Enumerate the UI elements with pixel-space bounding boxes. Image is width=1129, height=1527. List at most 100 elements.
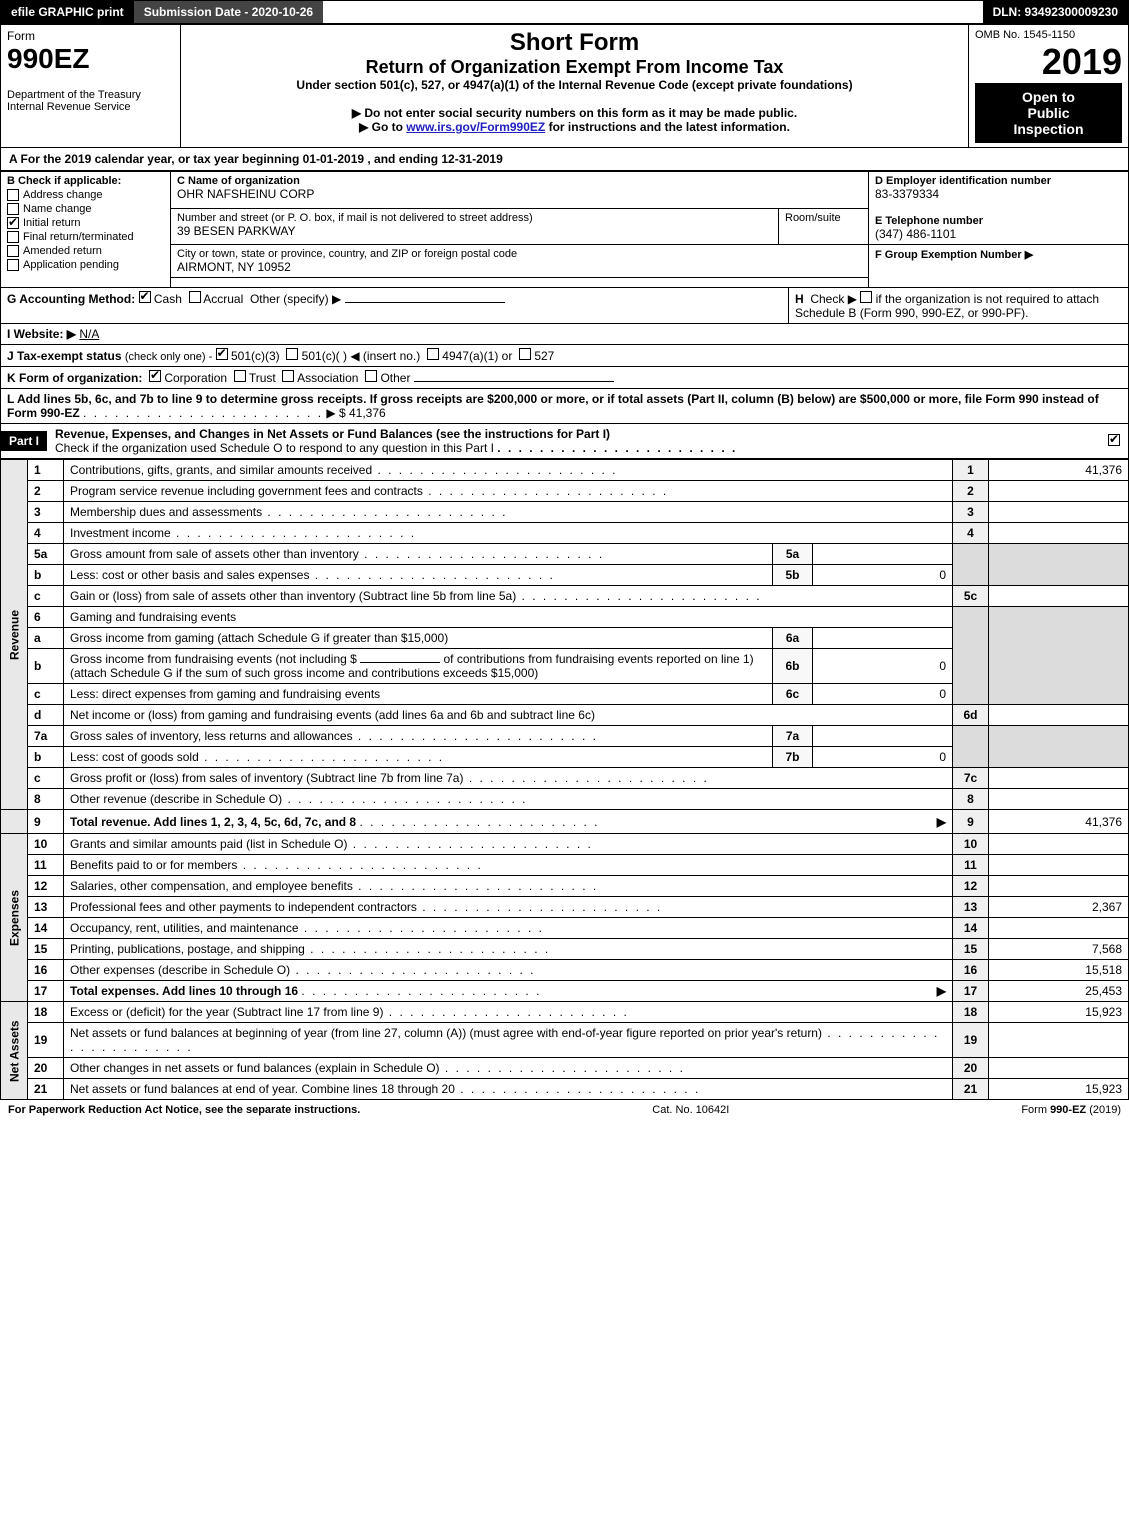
check-4947a1[interactable]: [427, 348, 439, 360]
footer-right: Form 990-EZ (2019): [1021, 1104, 1121, 1116]
dots-20: [440, 1061, 685, 1075]
check-trust[interactable]: [234, 370, 246, 382]
street-value: 39 BESEN PARKWAY: [177, 224, 772, 238]
line-5a-subval: [813, 544, 953, 565]
line-6b-blank[interactable]: [360, 662, 440, 663]
line-6c-sub: 6c: [773, 684, 813, 705]
check-schedule-o-used[interactable]: [1108, 434, 1120, 446]
dots-17: [301, 984, 541, 998]
check-application-pending[interactable]: Application pending: [7, 259, 164, 271]
irs-url-link[interactable]: www.irs.gov/Form990EZ: [406, 120, 545, 134]
label-trust: Trust: [249, 371, 276, 385]
line-21-num: 21: [28, 1079, 64, 1100]
line-16-desc: Other expenses (describe in Schedule O): [70, 963, 290, 977]
address-change-label: Address change: [23, 189, 103, 201]
shade-5: [953, 544, 989, 586]
check-cash[interactable]: [139, 291, 151, 303]
line-3-num: 3: [28, 502, 64, 523]
check-accrual[interactable]: [189, 291, 201, 303]
label-527: 527: [534, 349, 554, 363]
amended-return-label: Amended return: [23, 245, 102, 257]
check-initial-return[interactable]: Initial return: [7, 217, 164, 229]
line-19-amount: [989, 1023, 1129, 1058]
dots-5a: [359, 547, 604, 561]
open-line1: Open to: [981, 89, 1116, 105]
open-to-public-badge: Open to Public Inspection: [975, 83, 1122, 143]
section-e-label: E Telephone number: [875, 215, 1122, 227]
efile-print-button[interactable]: efile GRAPHIC print: [1, 1, 134, 23]
check-address-change[interactable]: Address change: [7, 189, 164, 201]
goto-link-text: ▶ Go to www.irs.gov/Form990EZ for instru…: [187, 120, 962, 134]
section-j-label: J Tax-exempt status: [7, 349, 122, 363]
section-g-label: G Accounting Method:: [7, 292, 135, 306]
line-11-num: 11: [28, 855, 64, 876]
line-18-amount: 15,923: [989, 1002, 1129, 1023]
line-9-amount: 41,376: [989, 810, 1129, 834]
other-org-input[interactable]: [414, 381, 614, 382]
line-4-amount: [989, 523, 1129, 544]
line-18-num: 18: [28, 1002, 64, 1023]
room-suite-label: Room/suite: [785, 212, 862, 224]
part1-check-text: Check if the organization used Schedule …: [55, 441, 494, 455]
check-501c3[interactable]: [216, 348, 228, 360]
line-5c-amount: [989, 586, 1129, 607]
shade-6: [953, 607, 989, 705]
part1-header-row: Part I Revenue, Expenses, and Changes in…: [0, 424, 1129, 459]
line-20-rnum: 20: [953, 1058, 989, 1079]
other-specify-input[interactable]: [345, 302, 505, 303]
check-final-return[interactable]: Final return/terminated: [7, 231, 164, 243]
check-schedule-b-not-required[interactable]: [860, 291, 872, 303]
line-11-amount: [989, 855, 1129, 876]
dots-1: [372, 463, 617, 477]
topbar: efile GRAPHIC print Submission Date - 20…: [0, 0, 1129, 24]
line-1-rnum: 1: [953, 460, 989, 481]
dots-15: [305, 942, 550, 956]
check-other-org[interactable]: [365, 370, 377, 382]
line-12-amount: [989, 876, 1129, 897]
line-2-rnum: 2: [953, 481, 989, 502]
form-word: Form: [7, 29, 174, 43]
line-3-desc: Membership dues and assessments: [70, 505, 262, 519]
line-6b-num: b: [28, 649, 64, 684]
line-5b-sub: 5b: [773, 565, 813, 586]
section-l-arrow: ▶ $: [326, 406, 345, 420]
line-7c-num: c: [28, 768, 64, 789]
line-6-desc: Gaming and fundraising events: [64, 607, 953, 628]
topbar-spacer: [323, 1, 982, 23]
page-footer: For Paperwork Reduction Act Notice, see …: [0, 1100, 1129, 1120]
line-6a-desc: Gross income from gaming (attach Schedul…: [64, 628, 773, 649]
section-i-label: I Website: ▶: [7, 327, 76, 341]
check-amended-return[interactable]: Amended return: [7, 245, 164, 257]
dots-7b: [199, 750, 444, 764]
line-8-amount: [989, 789, 1129, 810]
dots-18: [383, 1005, 628, 1019]
line-14-amount: [989, 918, 1129, 939]
line-18-desc: Excess or (deficit) for the year (Subtra…: [70, 1005, 383, 1019]
dln-label: DLN: 93492300009230: [983, 1, 1128, 23]
section-k-label: K Form of organization:: [7, 371, 142, 385]
shade-5-amt: [989, 544, 1129, 586]
check-corporation[interactable]: [149, 370, 161, 382]
line-11-rnum: 11: [953, 855, 989, 876]
shade-7-amt: [989, 726, 1129, 768]
line-12-rnum: 12: [953, 876, 989, 897]
dots-7a: [353, 729, 598, 743]
check-association[interactable]: [282, 370, 294, 382]
form-number: 990EZ: [7, 43, 174, 75]
netassets-sidebar: Net Assets: [1, 1002, 28, 1100]
revenue-sidebar: Revenue: [1, 460, 28, 810]
line-14-rnum: 14: [953, 918, 989, 939]
line-7b-num: b: [28, 747, 64, 768]
line-7c-amount: [989, 768, 1129, 789]
website-value: N/A: [79, 327, 99, 341]
final-return-label: Final return/terminated: [23, 231, 134, 243]
check-501c-other[interactable]: [286, 348, 298, 360]
check-527[interactable]: [519, 348, 531, 360]
line-13-num: 13: [28, 897, 64, 918]
dots-2: [423, 484, 668, 498]
check-name-change[interactable]: Name change: [7, 203, 164, 215]
line-14-desc: Occupancy, rent, utilities, and maintena…: [70, 921, 299, 935]
line-5a-num: 5a: [28, 544, 64, 565]
section-h-check-text: Check ▶: [810, 292, 857, 306]
street-label: Number and street (or P. O. box, if mail…: [177, 212, 772, 224]
